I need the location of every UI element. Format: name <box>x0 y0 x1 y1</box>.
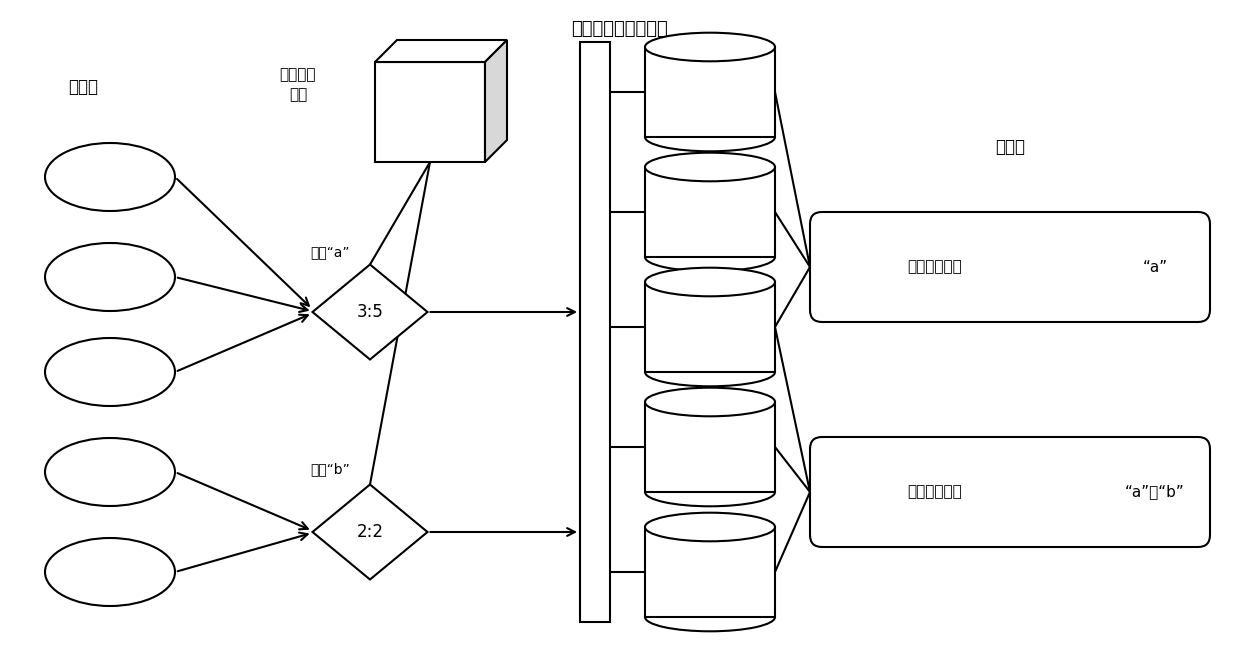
Ellipse shape <box>645 513 775 542</box>
Polygon shape <box>645 47 775 137</box>
Text: “a”和“b”: “a”和“b” <box>1125 484 1185 500</box>
Text: 2:2: 2:2 <box>357 523 383 541</box>
Ellipse shape <box>45 143 175 211</box>
Ellipse shape <box>45 538 175 606</box>
Text: 3:5: 3:5 <box>357 303 383 321</box>
FancyBboxPatch shape <box>810 212 1210 322</box>
Polygon shape <box>645 527 775 617</box>
Text: “a”: “a” <box>1142 259 1168 275</box>
Text: 协调通信: 协调通信 <box>280 67 316 83</box>
Polygon shape <box>485 40 507 162</box>
Ellipse shape <box>645 267 775 296</box>
Polygon shape <box>645 282 775 372</box>
Text: 组件: 组件 <box>289 87 308 103</box>
Polygon shape <box>312 265 428 360</box>
Ellipse shape <box>45 243 175 311</box>
Ellipse shape <box>645 33 775 61</box>
Polygon shape <box>580 42 610 622</box>
Polygon shape <box>312 484 428 580</box>
Text: 读取器: 读取器 <box>994 138 1025 156</box>
Text: 卡萨分布式文件系统: 卡萨分布式文件系统 <box>572 20 668 38</box>
Polygon shape <box>645 167 775 257</box>
Ellipse shape <box>645 153 775 181</box>
Ellipse shape <box>45 438 175 506</box>
Ellipse shape <box>645 388 775 416</box>
FancyBboxPatch shape <box>810 437 1210 547</box>
Text: 重复数据删除: 重复数据删除 <box>908 484 962 500</box>
Polygon shape <box>374 62 485 162</box>
Polygon shape <box>645 402 775 492</box>
Text: 重复数据删除: 重复数据删除 <box>908 259 962 275</box>
Text: 写入器: 写入器 <box>68 78 98 96</box>
Text: 记录“a”: 记录“a” <box>310 245 350 259</box>
Polygon shape <box>374 40 507 62</box>
Text: 记录“b”: 记录“b” <box>310 462 350 476</box>
Ellipse shape <box>45 338 175 406</box>
